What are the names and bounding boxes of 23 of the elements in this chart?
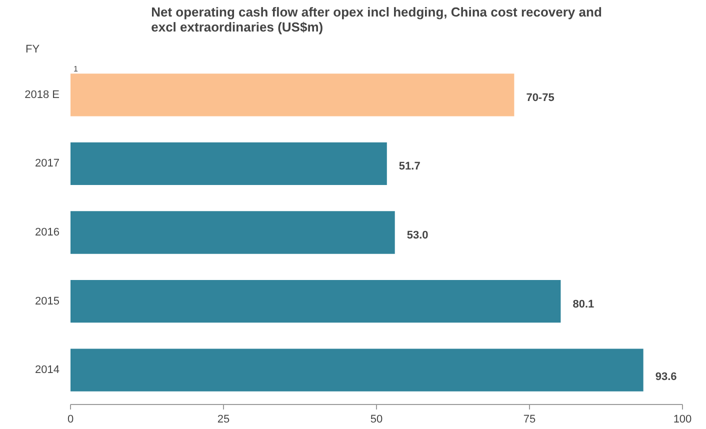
y-tick-label: 2014 [35,364,60,376]
chart-title: Net operating cash flow after opex incl hedging, China cost recovery and excl extraordinaries (US$m) [151,4,602,34]
data-label: 51.7 [398,160,420,173]
x-tick-label: 25 [217,414,230,426]
x-tick-label: 75 [523,414,536,426]
x-tick-label: 50 [370,414,383,426]
bar [70,74,514,116]
y-tick-label: 2016 [35,226,60,238]
bar [70,142,387,186]
x-tick-label: 0 [67,414,74,426]
y-tick-label: 2018 E [24,88,60,101]
data-label: 53.0 [406,230,428,242]
bar [70,211,395,254]
y-axis-title: FY [26,44,40,56]
x-tick-label: 100 [673,414,692,426]
y-tick-label: 2017 [35,158,60,170]
annotation: 1 [74,64,79,74]
bar [70,348,644,392]
data-label: 80.1 [572,298,594,310]
y-tick-label: 2015 [35,295,60,308]
bar [70,280,561,323]
data-label: 93.6 [655,371,677,384]
data-label: 70-75 [526,92,554,104]
